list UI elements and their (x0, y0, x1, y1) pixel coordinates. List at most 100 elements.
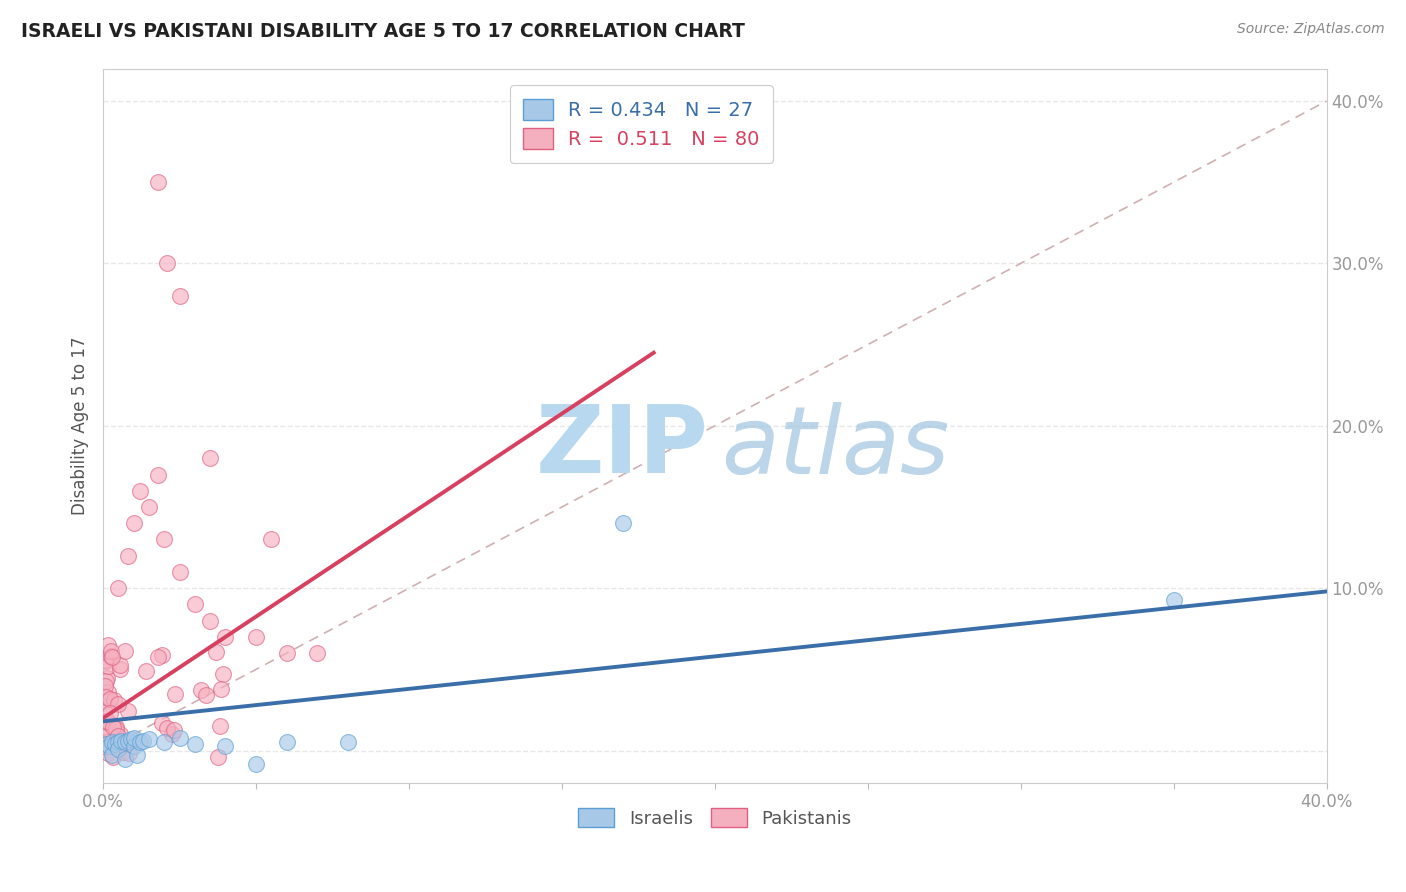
Point (97, 658, 120, 673)
Point (184, 737, 207, 751)
Point (96, 735, 118, 749)
Point (128, 735, 150, 749)
Point (198, 451, 221, 466)
Point (94, 673, 117, 688)
Point (135, 664, 157, 678)
Point (162, 723, 184, 738)
Point (307, 646, 329, 660)
Point (138, 732, 160, 747)
Point (96, 700, 118, 714)
Point (156, 256, 179, 270)
Point (150, 716, 173, 731)
Point (107, 735, 129, 749)
Point (107, 740, 129, 755)
Point (260, 533, 283, 547)
Point (204, 645, 226, 659)
Point (209, 682, 232, 697)
Point (103, 720, 125, 734)
Point (156, 721, 179, 735)
Point (184, 598, 207, 612)
Point (245, 756, 267, 771)
Point (117, 704, 139, 718)
Point (114, 752, 136, 766)
Point (96, 737, 118, 751)
Point (148, 175, 170, 189)
Point (104, 737, 127, 751)
Point (128, 483, 150, 498)
Point (107, 742, 129, 756)
Point (114, 644, 136, 658)
Point (122, 731, 145, 745)
Point (190, 683, 212, 698)
Point (110, 734, 132, 748)
Point (212, 667, 235, 681)
Point (122, 739, 145, 753)
Point (107, 697, 129, 711)
Point (98, 739, 121, 753)
Point (132, 734, 155, 748)
Point (100, 692, 122, 706)
Point (107, 581, 129, 595)
Point (96, 714, 118, 728)
Point (108, 662, 131, 676)
Point (97, 746, 120, 760)
Point (150, 648, 173, 663)
Point (336, 735, 359, 749)
Point (111, 745, 134, 759)
Point (207, 750, 229, 764)
Point (117, 549, 139, 563)
Point (107, 729, 129, 743)
Point (612, 516, 634, 531)
Point (125, 748, 148, 763)
Point (169, 731, 191, 745)
Point (97, 715, 120, 730)
Point (208, 719, 231, 733)
Point (162, 727, 184, 741)
Point (153, 533, 176, 547)
Point (117, 734, 139, 748)
Text: atlas: atlas (721, 401, 949, 492)
Point (93, 694, 115, 708)
Legend: Israelis, Pakistanis: Israelis, Pakistanis (571, 801, 859, 835)
Point (276, 735, 298, 749)
Point (93, 736, 115, 750)
Point (96, 654, 118, 668)
Point (110, 726, 132, 740)
Point (104, 722, 127, 736)
Point (96, 638, 118, 652)
Point (122, 516, 145, 531)
Point (138, 500, 160, 514)
Point (98, 706, 121, 720)
Point (1163, 592, 1185, 607)
Point (214, 630, 236, 644)
Y-axis label: Disability Age 5 to 17: Disability Age 5 to 17 (72, 336, 89, 515)
Point (101, 750, 124, 764)
Point (101, 650, 124, 665)
Point (94, 679, 117, 693)
Point (100, 644, 122, 658)
Point (94, 653, 117, 667)
Point (114, 735, 136, 749)
Text: ZIP: ZIP (536, 401, 709, 493)
Point (153, 735, 176, 749)
Point (198, 614, 221, 628)
Point (120, 732, 142, 747)
Point (214, 739, 236, 753)
Point (105, 720, 128, 734)
Point (245, 630, 267, 644)
Point (163, 687, 186, 701)
Point (94, 714, 117, 729)
Point (100, 648, 122, 663)
Point (97, 684, 120, 698)
Point (96, 671, 118, 685)
Point (93, 739, 115, 753)
Text: Source: ZipAtlas.com: Source: ZipAtlas.com (1237, 22, 1385, 37)
Point (101, 735, 124, 749)
Point (194, 688, 217, 702)
Point (94, 690, 117, 704)
Point (169, 565, 191, 579)
Point (146, 650, 169, 665)
Point (148, 467, 170, 482)
Point (97, 723, 120, 737)
Point (169, 289, 191, 303)
